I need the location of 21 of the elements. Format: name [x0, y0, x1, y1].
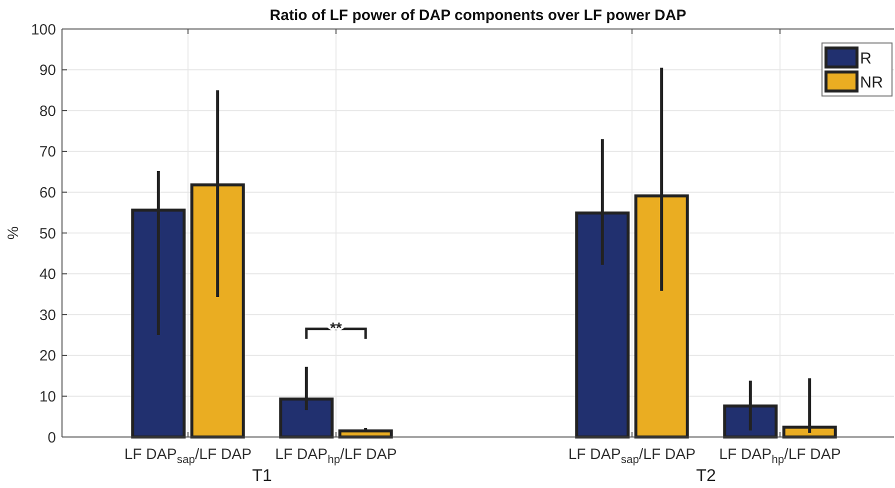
y-tick-label: 90: [39, 62, 56, 80]
y-tick-label: 50: [39, 225, 56, 242]
y-tick-label: 100: [30, 21, 56, 38]
chart-title: Ratio of LF power of DAP components over LF power DAP: [270, 7, 686, 24]
x-tick-label: LF DAP$_{sap}$/LF DAP: [124, 446, 252, 466]
legend-label: NR: [860, 74, 884, 92]
x-tick-label: LF DAP$_{hp}$/LF DAP: [275, 446, 397, 466]
y-tick-label: 60: [39, 184, 56, 202]
text: T1: [252, 466, 272, 485]
y-tick-label: 80: [39, 102, 56, 120]
y-tick-label: 0: [48, 429, 56, 446]
x-tick-label: LF DAP$_{sap}$/LF DAP: [568, 446, 696, 466]
y-tick-label: 40: [39, 266, 56, 284]
y-tick-label: 30: [39, 306, 56, 324]
y-tick-label: 20: [39, 348, 56, 365]
legend-label: R: [860, 50, 872, 68]
y-tick-label: 10: [39, 388, 56, 406]
text: T2: [696, 466, 716, 485]
y-tick-label: 70: [39, 144, 56, 161]
x-tick-label: LF DAP$_{hp}$/LF DAP: [719, 446, 841, 466]
y-axis-title: %: [5, 226, 22, 240]
